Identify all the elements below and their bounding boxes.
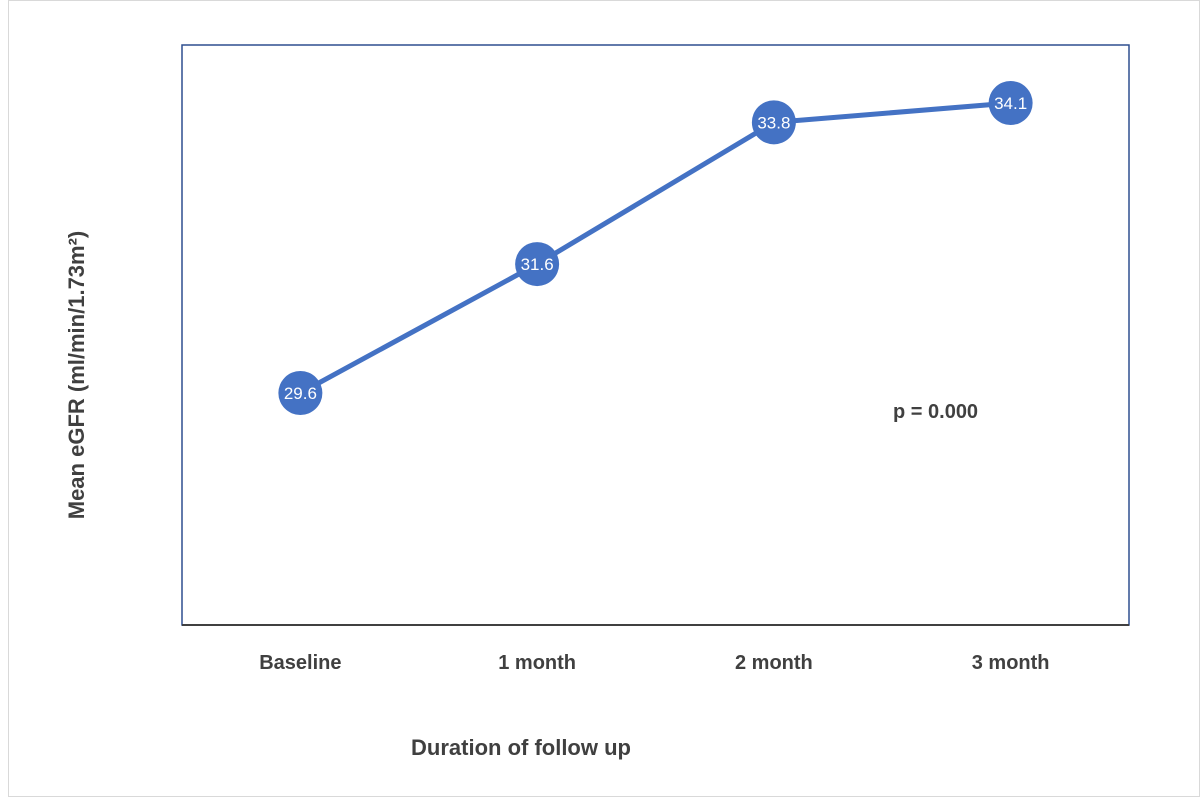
data-point-marker <box>515 242 560 287</box>
data-label: 29.6 <box>284 384 317 403</box>
data-label: 34.1 <box>994 94 1027 113</box>
plot-area <box>181 44 1130 626</box>
x-tick-label: Baseline <box>259 652 341 674</box>
series-group: 29.6 31.6 33.8 34.1 <box>278 81 1033 415</box>
line-chart: 29.6 31.6 33.8 34.1 Baseline 1 month 2 month 3… <box>64 44 1130 760</box>
data-label: 33.8 <box>757 113 790 132</box>
series-line-segment <box>771 100 1014 125</box>
series-line-segment <box>534 119 777 267</box>
data-label: 31.6 <box>521 255 554 274</box>
x-tick-label: 3 month <box>972 652 1050 674</box>
data-point-marker <box>751 100 796 145</box>
series-line-segment <box>297 261 540 396</box>
x-tick-label: 1 month <box>498 652 576 674</box>
y-axis-title: Mean eGFR (ml/min/1.73m²) <box>64 231 89 520</box>
x-tick-label: 2 month <box>735 652 813 674</box>
chart-frame: 29.6 31.6 33.8 34.1 Baseline 1 month 2 month 3… <box>8 0 1200 797</box>
data-point-marker <box>278 371 323 415</box>
p-value-annotation: p = 0.000 <box>893 401 978 423</box>
x-tick-labels: Baseline 1 month 2 month 3 month <box>259 652 1049 674</box>
data-point-marker <box>988 81 1033 125</box>
x-axis-title: Duration of follow up <box>411 735 631 760</box>
